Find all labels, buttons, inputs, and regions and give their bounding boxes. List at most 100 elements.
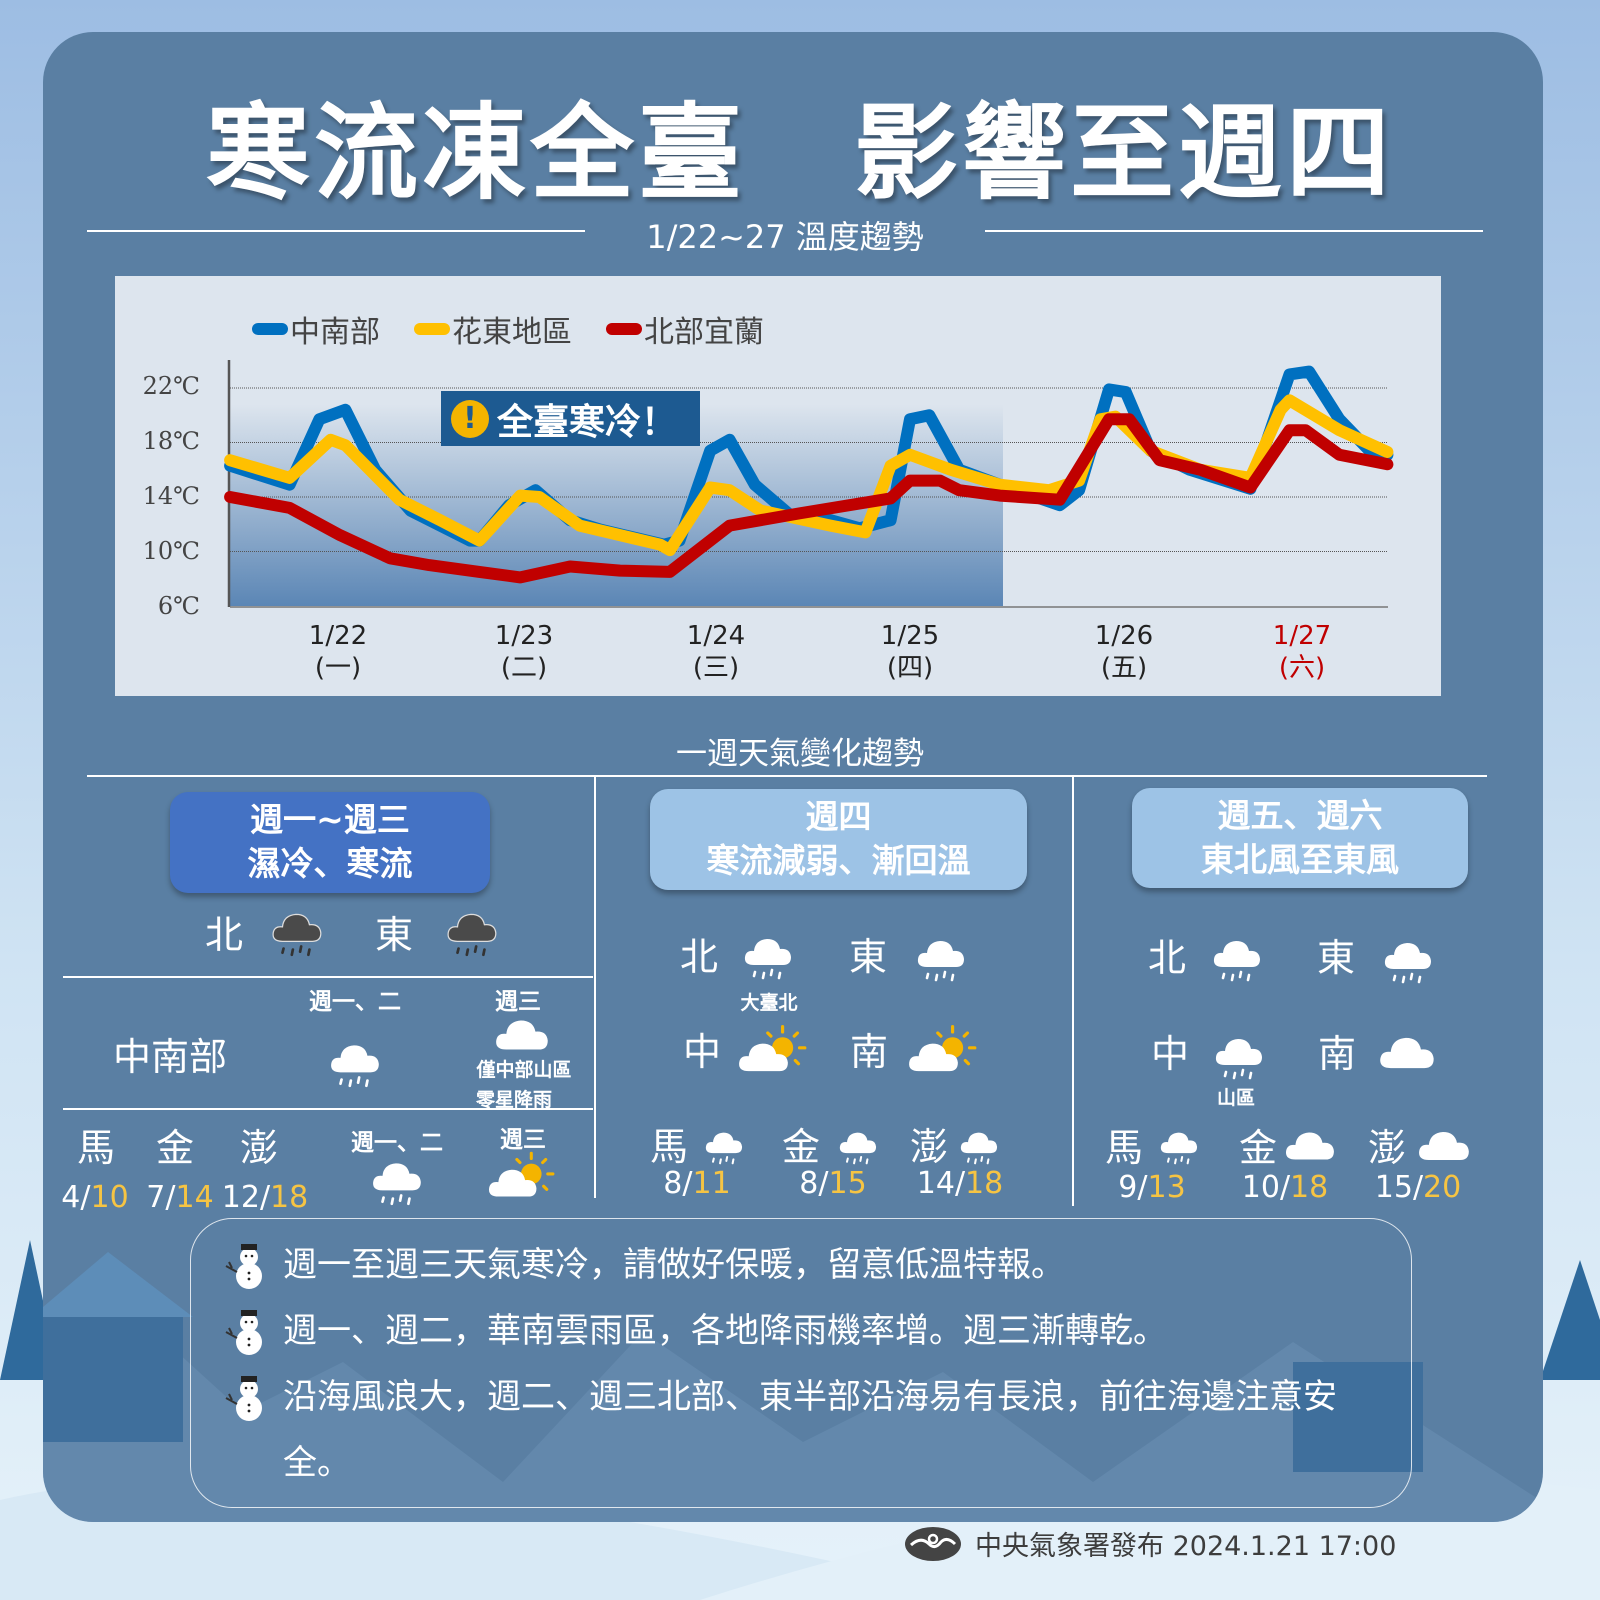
rain-cloud-icon — [326, 1034, 384, 1092]
temp-high: 11 — [692, 1166, 731, 1201]
snowman-icon — [224, 1308, 270, 1358]
temp-high: 13 — [1147, 1170, 1186, 1205]
region-note: 大臺北 — [740, 992, 798, 1014]
temp-low: 7 — [146, 1180, 166, 1215]
temperature-line-chart — [224, 360, 1394, 608]
note-item: 沿海風浪大，週二、週三北部、東半部沿海易有長浪，前往海邊注意安全。 — [283, 1377, 1337, 1483]
island-label-penghu: 澎 — [1368, 1126, 1407, 1170]
temp-range-matsu: 9/13 — [1118, 1170, 1186, 1205]
notes-box — [190, 1218, 1412, 1508]
region-label-north: 北 — [205, 913, 244, 957]
cloud-icon — [1417, 1126, 1471, 1166]
cloud-icon — [494, 1013, 550, 1057]
region-note: 僅中部山區 — [476, 1059, 572, 1081]
x-tick-date: 1/24 — [686, 621, 746, 651]
header-line: 濕冷、寒流 — [247, 844, 413, 883]
sun-cloud-icon — [906, 1022, 978, 1080]
island-label-matsu: 馬 — [1105, 1126, 1144, 1170]
temp-low: 4 — [61, 1180, 81, 1215]
header-line: 東北風至東風 — [1201, 840, 1399, 879]
divider — [63, 976, 593, 978]
temp-range-kinmen: 10/18 — [1241, 1170, 1329, 1205]
period-header-fri-sat: 週五、週六東北風至東風 — [1132, 788, 1468, 888]
cloud-icon — [1378, 1030, 1436, 1076]
x-tick-weekday: (一) — [314, 653, 362, 683]
note-item: 週一至週三天氣寒冷，請做好保暖，留意低溫特報。 — [283, 1245, 1065, 1285]
rain-cloud-icon — [913, 930, 969, 986]
publisher-timestamp: 中央氣象署發布 2024.1.21 17:00 — [975, 1531, 1397, 1562]
island-label-kinmen: 金 — [156, 1126, 195, 1170]
legend-label: 中南部 — [290, 315, 380, 350]
header-line: 週一~週三 — [250, 800, 410, 839]
column-divider — [1072, 776, 1074, 1206]
divider — [87, 230, 585, 232]
temp-range-penghu: 12/18 — [221, 1180, 309, 1215]
page-title: 寒流凍全臺 影響至週四 — [205, 92, 1394, 214]
legend-swatch-blue — [252, 323, 288, 335]
x-tick-label: 1/24 (三) — [666, 620, 766, 684]
temp-low: 15 — [1374, 1170, 1413, 1205]
dark-rain-cloud-icon — [268, 903, 326, 961]
annotation-text: 全臺寒冷！ — [497, 401, 678, 443]
island-label-kinmen: 金 — [1239, 1126, 1278, 1170]
x-tick-weekday: (二) — [500, 653, 548, 683]
sun-cloud-icon — [736, 1022, 808, 1080]
x-tick-date: 1/26 — [1094, 621, 1154, 651]
chart-section-title: 1/22~27 溫度趨勢 — [646, 218, 924, 256]
rain-cloud-icon — [1211, 1028, 1267, 1084]
column-divider — [594, 776, 596, 1198]
temp-low: 10 — [1241, 1170, 1280, 1205]
period-header-thu: 週四寒流減弱、漸回溫 — [650, 789, 1027, 890]
series-line-3 — [224, 413, 1394, 584]
x-tick-weekday: (五) — [1100, 653, 1148, 683]
legend-label: 花東地區 — [452, 315, 572, 350]
island-label-matsu: 馬 — [650, 1125, 689, 1169]
temp-range-penghu: 14/18 — [916, 1166, 1004, 1201]
island-label-penghu: 澎 — [240, 1126, 279, 1170]
temp-high: 18 — [270, 1180, 309, 1215]
temp-low: 8 — [663, 1166, 683, 1201]
y-tick-label: 14℃ — [142, 482, 200, 510]
region-label-east: 東 — [375, 913, 414, 957]
rain-cloud-icon — [1209, 930, 1265, 986]
header-line: 寒流減弱、漸回溫 — [706, 841, 971, 880]
sun-cloud-icon — [486, 1148, 556, 1206]
period-header-mon-wed: 週一~週三濕冷、寒流 — [170, 792, 490, 893]
temp-low: 9 — [1118, 1170, 1138, 1205]
day-label: 週一、二 — [309, 989, 401, 1015]
x-tick-label: 1/27 (六) — [1252, 620, 1352, 684]
divider — [87, 775, 1487, 777]
region-note: 零星降雨 — [475, 1089, 552, 1111]
region-label-east: 東 — [849, 935, 888, 979]
legend-label: 北部宜蘭 — [644, 315, 764, 350]
region-label-east: 東 — [1317, 936, 1356, 980]
chart-legend: 中南部 花東地區 北部宜蘭 — [252, 307, 764, 351]
day-label: 週三 — [495, 989, 541, 1015]
temp-high: 10 — [90, 1180, 129, 1215]
day-label: 週一、二 — [351, 1130, 443, 1156]
exclamation-icon: ! — [451, 399, 489, 438]
region-label-south: 南 — [1318, 1032, 1357, 1076]
y-tick-label: 10℃ — [142, 537, 200, 565]
temp-high: 18 — [1290, 1170, 1329, 1205]
rain-cloud-icon — [702, 1124, 746, 1168]
temp-low: 8 — [799, 1166, 819, 1201]
snowman-icon — [224, 1374, 270, 1424]
x-tick-label: 1/23 (二) — [474, 620, 574, 684]
y-tick-label: 6℃ — [157, 592, 200, 620]
header-line: 週五、週六 — [1217, 796, 1383, 835]
x-tick-label: 1/22 (一) — [288, 620, 388, 684]
temp-low: 14 — [916, 1166, 955, 1201]
rain-cloud-icon — [1157, 1124, 1201, 1168]
region-label-north: 北 — [680, 935, 719, 979]
x-tick-date: 1/22 — [308, 621, 368, 651]
temp-range-matsu: 8/11 — [663, 1166, 731, 1201]
x-tick-label: 1/26 (五) — [1074, 620, 1174, 684]
rain-cloud-icon — [957, 1124, 1001, 1168]
header-line: 週四 — [805, 797, 872, 836]
region-label-south: 南 — [850, 1030, 889, 1074]
y-tick-label: 22℃ — [142, 372, 200, 400]
x-tick-label: 1/25 (四) — [860, 620, 960, 684]
temp-high: 20 — [1423, 1170, 1462, 1205]
island-label-penghu: 澎 — [910, 1125, 949, 1169]
